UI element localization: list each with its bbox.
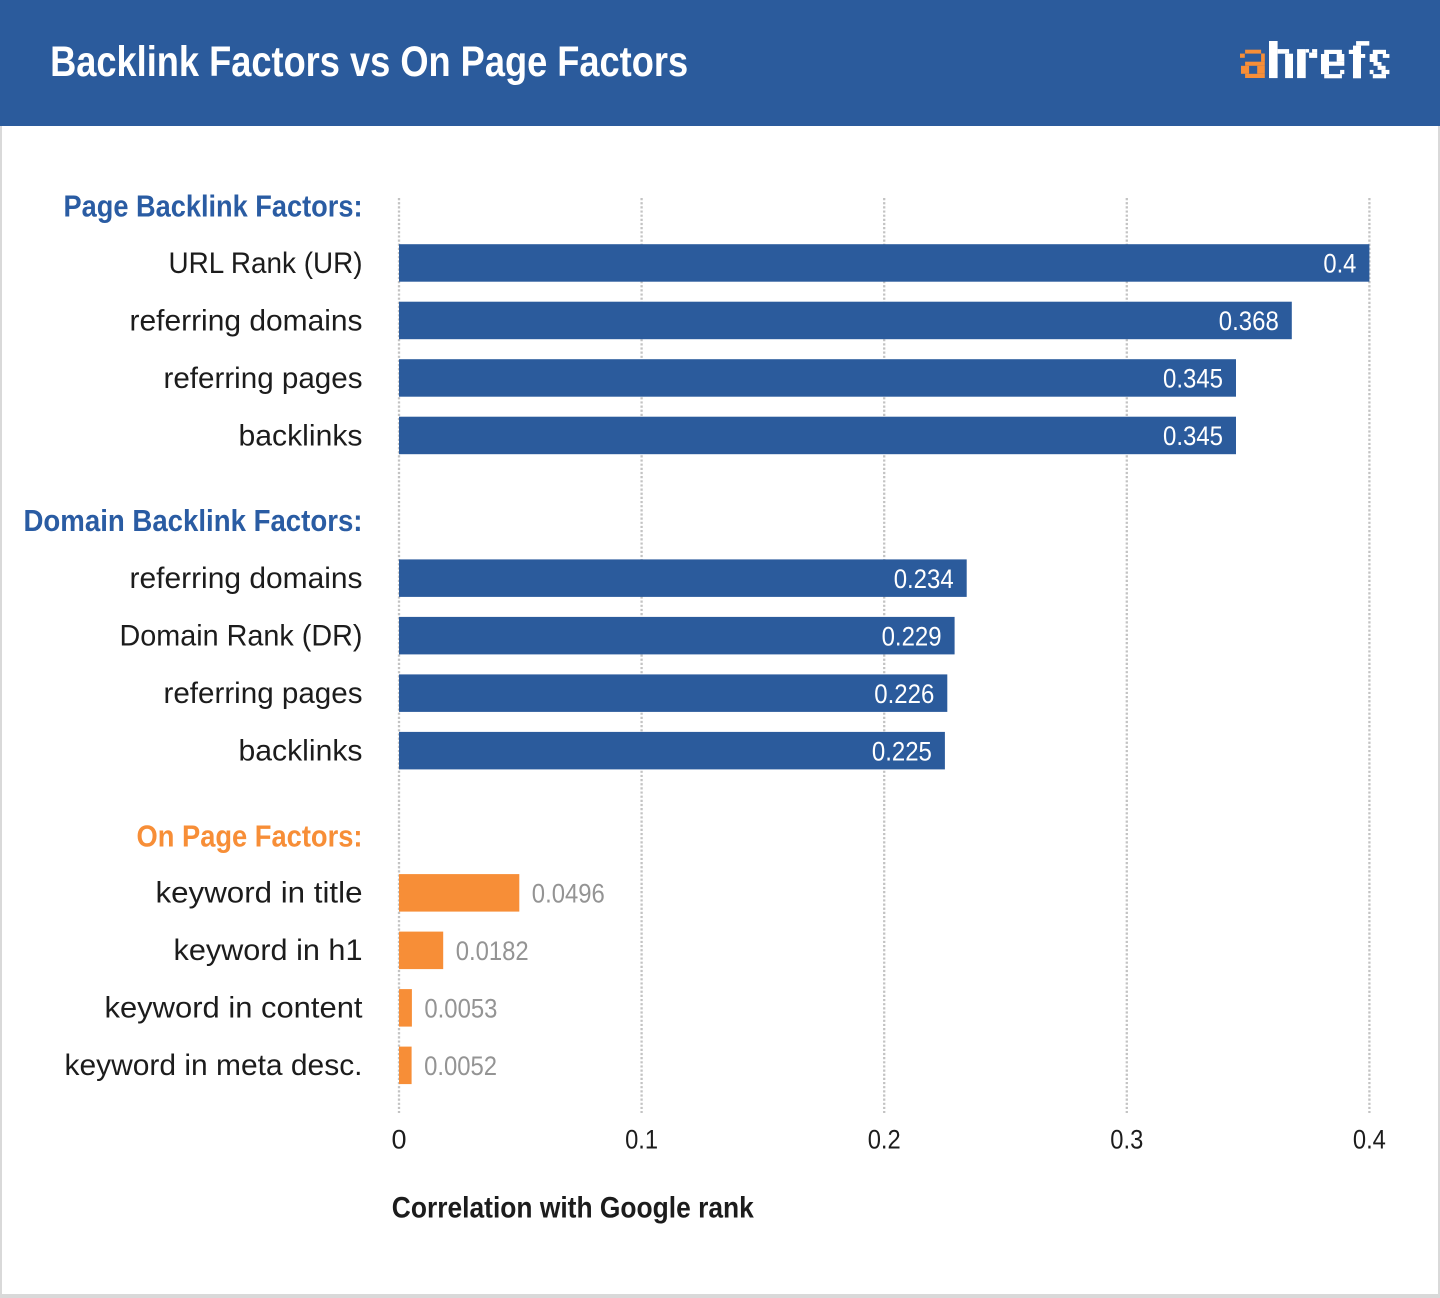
svg-text:Domain Backlink Factors:: Domain Backlink Factors: [24, 503, 363, 538]
svg-text:referring pages: referring pages [164, 677, 363, 710]
svg-text:0.0496: 0.0496 [532, 879, 605, 909]
svg-text:keyword in meta desc.: keyword in meta desc. [65, 1049, 363, 1082]
svg-text:0.345: 0.345 [1163, 364, 1223, 394]
svg-text:0.4: 0.4 [1353, 1124, 1386, 1154]
svg-text:referring domains: referring domains [130, 304, 363, 337]
svg-text:0.229: 0.229 [882, 621, 942, 651]
svg-text:0.0182: 0.0182 [456, 936, 529, 966]
svg-text:0.345: 0.345 [1163, 421, 1223, 451]
svg-text:0.3: 0.3 [1110, 1124, 1143, 1154]
svg-text:0.2: 0.2 [868, 1124, 901, 1154]
svg-text:0.1: 0.1 [625, 1124, 658, 1154]
svg-text:referring domains: referring domains [130, 562, 363, 595]
svg-text:0.225: 0.225 [872, 736, 932, 766]
svg-text:keyword in content: keyword in content [105, 992, 364, 1025]
svg-text:Correlation with Google rank: Correlation with Google rank [392, 1192, 755, 1225]
svg-text:backlinks: backlinks [239, 735, 363, 768]
svg-text:0.234: 0.234 [894, 564, 954, 594]
svg-text:0.4: 0.4 [1323, 249, 1356, 279]
svg-text:0.0052: 0.0052 [424, 1051, 497, 1081]
svg-text:0.226: 0.226 [874, 679, 934, 709]
svg-text:backlinks: backlinks [239, 419, 363, 452]
svg-text:0.0053: 0.0053 [424, 994, 497, 1024]
svg-text:Page Backlink Factors:: Page Backlink Factors: [64, 189, 363, 224]
svg-text:Backlink Factors vs On Page Fa: Backlink Factors vs On Page Factors [50, 38, 688, 86]
svg-text:URL Rank (UR): URL Rank (UR) [169, 247, 363, 280]
svg-text:0.368: 0.368 [1219, 306, 1279, 336]
svg-text:keyword in h1: keyword in h1 [174, 934, 363, 967]
svg-text:referring pages: referring pages [164, 362, 363, 395]
svg-text:Domain Rank (DR): Domain Rank (DR) [120, 620, 363, 653]
svg-text:keyword in title: keyword in title [156, 877, 363, 910]
svg-text:On Page Factors:: On Page Factors: [137, 818, 363, 853]
svg-text:0: 0 [391, 1124, 406, 1154]
